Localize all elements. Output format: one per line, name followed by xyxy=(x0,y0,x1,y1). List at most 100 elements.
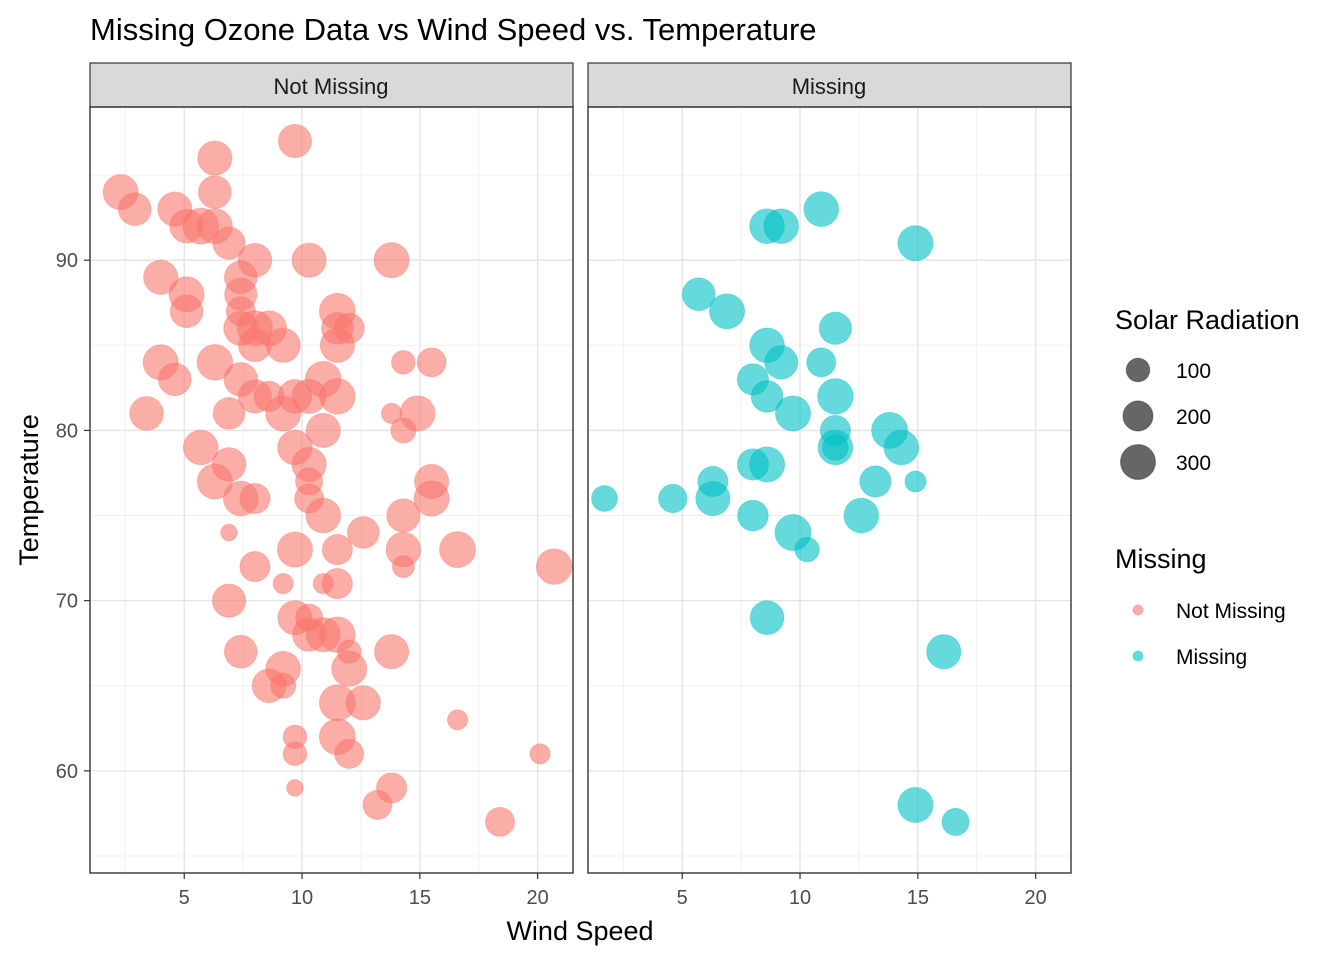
data-point xyxy=(897,786,934,823)
data-point xyxy=(182,429,219,466)
points-not-missing xyxy=(102,123,573,837)
data-point xyxy=(439,531,477,569)
data-point xyxy=(749,446,786,483)
y-tick-label: 70 xyxy=(56,591,78,613)
data-point xyxy=(212,226,246,260)
size-legend-key xyxy=(1122,400,1154,432)
data-point xyxy=(883,429,920,466)
data-point xyxy=(211,447,247,482)
y-tick-label: 90 xyxy=(56,250,78,272)
strip-missing xyxy=(587,62,1072,108)
x-tick-label: 15 xyxy=(409,887,431,909)
data-point xyxy=(535,548,573,585)
data-point xyxy=(764,345,799,380)
data-point xyxy=(211,583,247,618)
y-tick-label: 60 xyxy=(56,761,78,783)
data-point xyxy=(484,806,515,837)
panel-border-missing xyxy=(587,106,1072,874)
data-point xyxy=(681,277,716,312)
data-point xyxy=(157,362,192,397)
data-point xyxy=(276,531,314,568)
strip-label-missing: Missing xyxy=(792,74,867,99)
size-legend-title: Solar Radiation xyxy=(1115,305,1300,335)
chart-title: Missing Ozone Data vs Wind Speed vs. Tem… xyxy=(90,12,817,47)
data-point xyxy=(806,347,837,378)
data-point xyxy=(373,634,410,670)
data-point xyxy=(319,378,356,415)
data-point xyxy=(272,573,294,595)
data-point xyxy=(413,480,450,517)
points-missing xyxy=(591,191,970,837)
color-legend: Missing Not Missing Missing xyxy=(1115,544,1286,669)
size-legend-label: 200 xyxy=(1176,406,1211,429)
data-point xyxy=(386,498,421,533)
color-legend-label: Not Missing xyxy=(1176,600,1286,623)
data-point xyxy=(399,395,436,432)
data-point xyxy=(774,395,812,432)
data-point xyxy=(391,350,416,375)
data-point xyxy=(143,259,179,295)
size-legend: Solar Radiation 100 200 300 xyxy=(1115,305,1300,481)
data-point xyxy=(897,225,934,262)
data-point xyxy=(763,208,800,244)
panel-border-not-missing xyxy=(89,106,574,874)
data-point xyxy=(794,536,820,563)
strip-not-missing xyxy=(89,62,574,108)
data-point xyxy=(695,480,731,517)
data-point xyxy=(708,293,746,330)
data-point xyxy=(376,772,408,804)
data-point xyxy=(658,483,688,514)
data-point xyxy=(321,534,353,566)
data-point xyxy=(737,499,769,532)
x-tick-label: 20 xyxy=(1025,887,1047,909)
data-point xyxy=(265,327,301,363)
data-point xyxy=(282,741,308,767)
x-tick-label: 20 xyxy=(527,887,549,909)
size-legend-key xyxy=(1119,443,1157,481)
data-point xyxy=(904,470,927,493)
data-point xyxy=(803,191,840,227)
x-axis-title: Wind Speed xyxy=(506,916,653,946)
data-point xyxy=(197,140,233,176)
size-legend-label: 300 xyxy=(1176,452,1211,475)
data-point xyxy=(220,523,238,542)
data-point xyxy=(333,312,365,344)
data-point xyxy=(346,516,380,549)
data-point xyxy=(373,242,410,279)
x-tick-label: 5 xyxy=(179,887,190,909)
y-axis-title: Temperature xyxy=(14,414,44,566)
data-point xyxy=(749,600,785,636)
data-point xyxy=(212,397,246,430)
data-point xyxy=(196,344,234,381)
y-tick-label: 80 xyxy=(56,420,78,442)
data-point xyxy=(286,779,304,797)
x-tick-label: 15 xyxy=(907,887,929,909)
data-point xyxy=(818,311,853,345)
data-point xyxy=(117,192,152,227)
data-point xyxy=(223,634,258,669)
data-point xyxy=(291,242,327,278)
data-point xyxy=(821,434,849,461)
x-tick-label: 5 xyxy=(677,887,688,909)
data-point xyxy=(591,485,618,512)
color-legend-key xyxy=(1132,650,1144,662)
data-point xyxy=(750,380,784,413)
data-point xyxy=(416,347,447,378)
panel-not-missing: Not Missing xyxy=(89,62,574,874)
data-point xyxy=(277,123,313,159)
data-point xyxy=(197,175,232,209)
data-point xyxy=(446,709,469,731)
data-point xyxy=(859,465,892,498)
x-tick-label: 10 xyxy=(789,887,811,909)
data-point xyxy=(843,497,880,534)
data-point xyxy=(237,242,273,278)
panel-missing: Missing xyxy=(587,62,1072,874)
data-point xyxy=(239,482,271,515)
data-point xyxy=(817,378,854,415)
data-point xyxy=(529,743,551,765)
grid-not-missing xyxy=(90,107,573,873)
data-point xyxy=(129,396,164,431)
color-legend-key xyxy=(1132,604,1144,616)
size-legend-label: 100 xyxy=(1176,360,1211,383)
